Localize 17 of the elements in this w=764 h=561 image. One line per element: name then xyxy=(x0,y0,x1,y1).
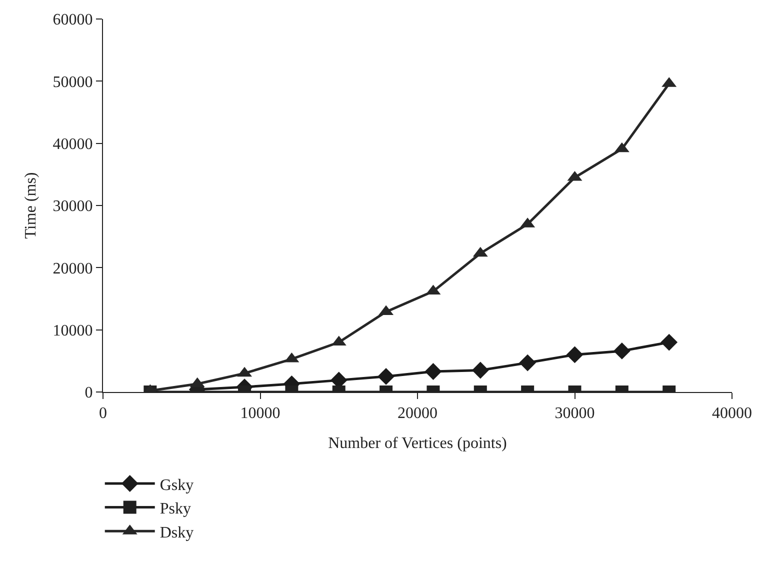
legend-label: Psky xyxy=(160,500,191,518)
x-tick-label: 0 xyxy=(99,405,107,422)
y-tick-label: 0 xyxy=(84,384,93,402)
legend-label: Dsky xyxy=(160,524,194,542)
legend-label: Gsky xyxy=(160,476,194,494)
y-tick-label: 60000 xyxy=(52,12,93,29)
x-tick-label: 40000 xyxy=(712,405,752,422)
y-tick-label: 40000 xyxy=(52,136,93,153)
x-axis-title: Number of Vertices (points) xyxy=(328,434,507,452)
x-tick-label: 20000 xyxy=(398,405,438,422)
y-axis-title: Time (ms) xyxy=(22,172,40,239)
y-tick-label: 10000 xyxy=(52,322,93,340)
y-tick-label: 20000 xyxy=(52,260,93,278)
y-tick-label: 30000 xyxy=(52,198,93,216)
y-tick-label: 50000 xyxy=(52,74,93,91)
x-tick-label: 10000 xyxy=(240,405,280,422)
x-tick-label: 30000 xyxy=(554,405,595,422)
